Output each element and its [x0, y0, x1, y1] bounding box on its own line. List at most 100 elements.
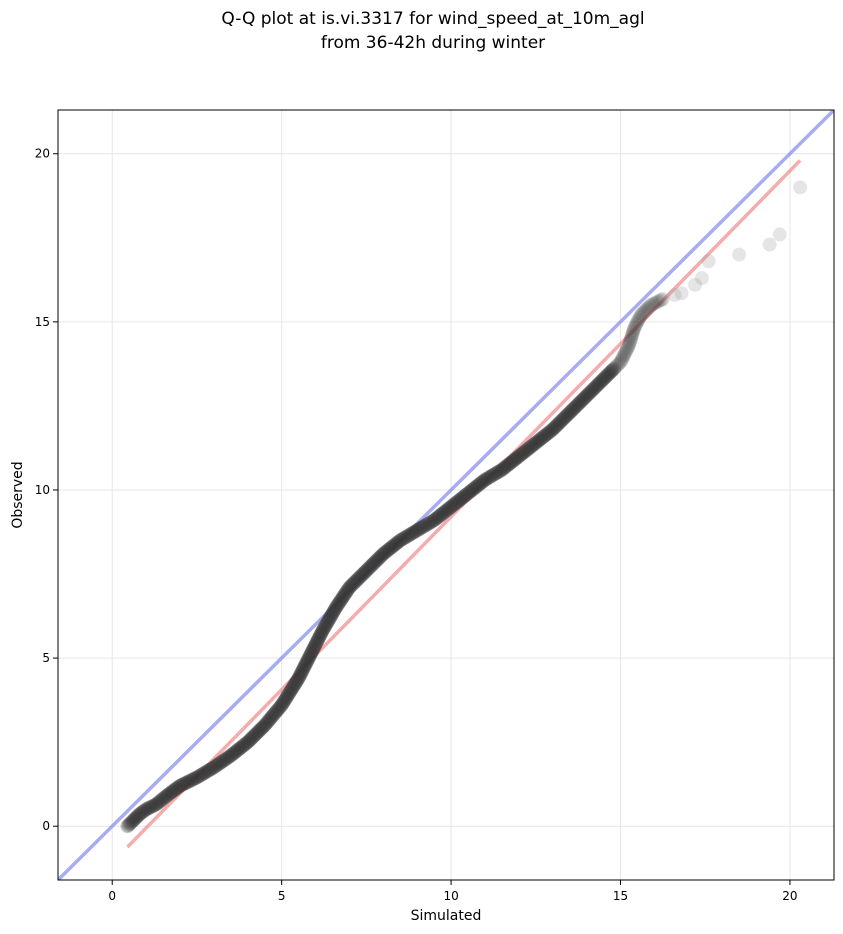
qq-point [303, 648, 318, 663]
qq-point [550, 417, 565, 432]
qq-point [350, 572, 365, 587]
qq-point [630, 315, 645, 330]
qq-point [182, 773, 197, 788]
qq-point [296, 661, 311, 676]
qq-point [287, 677, 302, 692]
qq-point [225, 747, 240, 762]
qq-point [413, 521, 428, 536]
qq-point [151, 795, 166, 810]
qq-point [504, 455, 519, 470]
qq-point [340, 583, 355, 598]
qq-point [629, 317, 644, 332]
qq-point [616, 349, 631, 364]
qq-point [511, 449, 526, 464]
qq-point [429, 511, 444, 526]
qq-point [149, 797, 164, 812]
qq-point [345, 577, 360, 592]
qq-point [554, 413, 569, 428]
qq-point [346, 575, 361, 590]
qq-point [606, 361, 621, 376]
qq-point [576, 392, 591, 407]
qq-point [647, 296, 662, 311]
qq-point [469, 479, 484, 494]
qq-point [374, 549, 389, 564]
qq-point [638, 303, 653, 318]
qq-point [143, 800, 158, 815]
qq-point [394, 532, 409, 547]
qq-point [341, 581, 356, 596]
qq-point [255, 720, 270, 735]
qq-point [362, 560, 377, 575]
qq-point [325, 606, 340, 621]
qq-point [424, 514, 439, 529]
qq-point [562, 405, 577, 420]
qq-tail-point [674, 286, 689, 301]
qq-point [553, 414, 568, 429]
qq-point [578, 389, 593, 404]
qq-point [465, 482, 480, 497]
qq-point [462, 485, 477, 500]
qq-point [279, 690, 294, 705]
qq-point [282, 686, 297, 701]
qq-point [603, 365, 618, 380]
qq-point [166, 783, 181, 798]
qq-point [422, 515, 437, 530]
qq-point [440, 502, 455, 517]
qq-point [283, 684, 298, 699]
qq-point [613, 355, 628, 370]
qq-point [301, 651, 316, 666]
qq-point [300, 653, 315, 668]
qq-point [519, 443, 534, 458]
qq-point [439, 503, 454, 518]
qq-point [306, 641, 321, 656]
qq-point [544, 423, 559, 438]
qq-point [233, 740, 248, 755]
qq-point [177, 776, 192, 791]
qq-point [595, 373, 610, 388]
qq-point [289, 673, 304, 688]
qq-point [639, 302, 654, 317]
qq-point [599, 368, 614, 383]
qq-point [414, 520, 429, 535]
qq-point [293, 668, 308, 683]
qq-point [516, 445, 531, 460]
qq-point [477, 472, 492, 487]
qq-point [120, 819, 135, 834]
qq-point [523, 439, 538, 454]
qq-point [561, 406, 576, 421]
qq-point [510, 450, 525, 465]
qq-point [384, 540, 399, 555]
qq-point [398, 530, 413, 545]
qq-point [410, 523, 425, 538]
qq-point [453, 492, 468, 507]
qq-point [336, 589, 351, 604]
qq-point [498, 459, 513, 474]
qq-point [611, 357, 626, 372]
qq-point [492, 464, 507, 479]
qq-point [289, 675, 304, 690]
qq-point [337, 588, 352, 603]
qq-point [368, 554, 383, 569]
qq-point [505, 454, 520, 469]
qq-point [294, 665, 309, 680]
qq-point [479, 472, 494, 487]
qq-point [334, 592, 349, 607]
qq-point [476, 473, 491, 488]
qq-point [404, 526, 419, 541]
qq-point [227, 745, 242, 760]
qq-point [420, 517, 435, 532]
qq-point [202, 762, 217, 777]
qq-point [628, 318, 643, 333]
x-tick-label: 20 [782, 889, 797, 903]
qq-point [387, 538, 402, 553]
qq-point [612, 356, 627, 371]
qq-point [271, 701, 286, 716]
qq-point [273, 699, 288, 714]
qq-point [319, 617, 334, 632]
qq-point [205, 761, 220, 776]
qq-point [490, 465, 505, 480]
qq-point [522, 440, 537, 455]
title: Q-Q plot at is.vi.3317 for wind_speed_at… [221, 9, 644, 53]
qq-point [549, 419, 564, 434]
qq-point [482, 470, 497, 485]
